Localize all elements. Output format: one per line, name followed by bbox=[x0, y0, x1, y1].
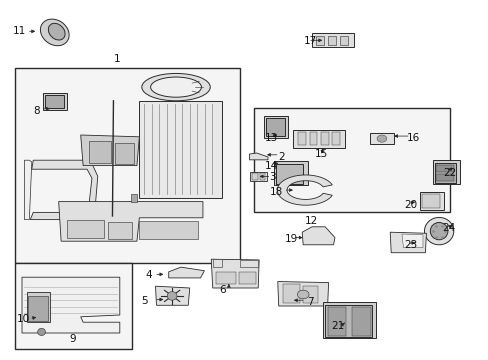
Bar bbox=[293, 130, 344, 148]
Polygon shape bbox=[302, 227, 334, 245]
Bar bbox=[15, 263, 132, 349]
Polygon shape bbox=[212, 259, 222, 267]
Bar bbox=[340, 36, 347, 45]
Bar bbox=[351, 307, 370, 336]
Ellipse shape bbox=[41, 19, 69, 46]
Ellipse shape bbox=[424, 217, 453, 245]
Bar bbox=[27, 292, 50, 322]
Polygon shape bbox=[24, 160, 32, 220]
Bar bbox=[43, 93, 66, 110]
Bar bbox=[298, 132, 305, 145]
Polygon shape bbox=[22, 277, 120, 333]
Bar bbox=[254, 108, 449, 212]
Bar bbox=[327, 36, 335, 45]
Text: 13: 13 bbox=[264, 132, 278, 143]
Bar bbox=[421, 194, 439, 208]
Bar bbox=[432, 160, 459, 184]
Text: 12: 12 bbox=[304, 216, 317, 226]
Polygon shape bbox=[59, 202, 203, 241]
Bar bbox=[260, 173, 264, 180]
Text: 2: 2 bbox=[277, 152, 284, 162]
Text: 11: 11 bbox=[13, 26, 26, 36]
Bar bbox=[15, 68, 239, 263]
Bar bbox=[369, 133, 393, 144]
Bar bbox=[28, 296, 48, 321]
Text: 24: 24 bbox=[441, 222, 455, 233]
Text: 19: 19 bbox=[284, 234, 297, 244]
Text: 3: 3 bbox=[269, 172, 276, 182]
Ellipse shape bbox=[142, 73, 210, 101]
Ellipse shape bbox=[429, 222, 447, 240]
Bar bbox=[419, 192, 443, 210]
Bar bbox=[115, 143, 134, 164]
Bar bbox=[331, 132, 339, 145]
Bar bbox=[320, 132, 328, 145]
Polygon shape bbox=[155, 286, 189, 305]
Bar bbox=[309, 132, 317, 145]
Text: 5: 5 bbox=[141, 296, 147, 306]
Text: 22: 22 bbox=[442, 168, 456, 178]
Ellipse shape bbox=[150, 77, 201, 97]
Text: 18: 18 bbox=[269, 186, 283, 197]
Ellipse shape bbox=[376, 135, 386, 142]
Polygon shape bbox=[389, 232, 426, 253]
Polygon shape bbox=[249, 153, 267, 160]
Bar bbox=[89, 141, 111, 163]
Ellipse shape bbox=[167, 292, 177, 300]
Text: 15: 15 bbox=[314, 149, 327, 159]
Text: 8: 8 bbox=[33, 105, 40, 116]
Polygon shape bbox=[239, 260, 258, 267]
Bar bbox=[252, 173, 258, 180]
Polygon shape bbox=[277, 175, 332, 205]
Bar bbox=[107, 222, 132, 239]
Polygon shape bbox=[250, 172, 266, 181]
Bar bbox=[264, 116, 287, 138]
Text: 17: 17 bbox=[303, 36, 316, 46]
Ellipse shape bbox=[297, 290, 308, 299]
Polygon shape bbox=[211, 259, 259, 288]
Text: 23: 23 bbox=[403, 240, 417, 250]
Polygon shape bbox=[81, 135, 139, 166]
Bar bbox=[435, 165, 453, 172]
Text: 6: 6 bbox=[219, 285, 225, 295]
Text: 1: 1 bbox=[114, 54, 121, 64]
Text: 10: 10 bbox=[17, 314, 30, 324]
Ellipse shape bbox=[38, 328, 45, 336]
Bar bbox=[303, 286, 317, 303]
Bar bbox=[45, 95, 63, 108]
Polygon shape bbox=[401, 234, 422, 248]
Bar bbox=[315, 36, 323, 45]
Text: 20: 20 bbox=[404, 200, 416, 210]
Bar bbox=[139, 221, 198, 239]
Bar bbox=[435, 174, 453, 181]
Text: 16: 16 bbox=[406, 132, 420, 143]
Bar bbox=[275, 164, 302, 184]
Bar bbox=[322, 302, 375, 338]
Text: 21: 21 bbox=[330, 321, 344, 331]
Bar bbox=[131, 194, 137, 202]
Bar bbox=[139, 101, 222, 198]
Polygon shape bbox=[277, 282, 328, 306]
Bar bbox=[265, 118, 284, 136]
Bar bbox=[273, 161, 307, 185]
Text: 9: 9 bbox=[69, 334, 76, 344]
Bar bbox=[311, 33, 353, 47]
Bar bbox=[216, 272, 235, 284]
Text: 4: 4 bbox=[145, 270, 152, 280]
Bar bbox=[325, 305, 371, 337]
Bar bbox=[282, 284, 299, 303]
Polygon shape bbox=[168, 267, 204, 278]
Bar bbox=[67, 220, 104, 238]
Ellipse shape bbox=[48, 23, 65, 40]
Text: 14: 14 bbox=[264, 161, 278, 171]
Bar bbox=[327, 307, 346, 336]
Polygon shape bbox=[30, 160, 98, 220]
Text: 7: 7 bbox=[306, 297, 313, 307]
Bar bbox=[434, 163, 455, 183]
Bar bbox=[238, 272, 255, 284]
